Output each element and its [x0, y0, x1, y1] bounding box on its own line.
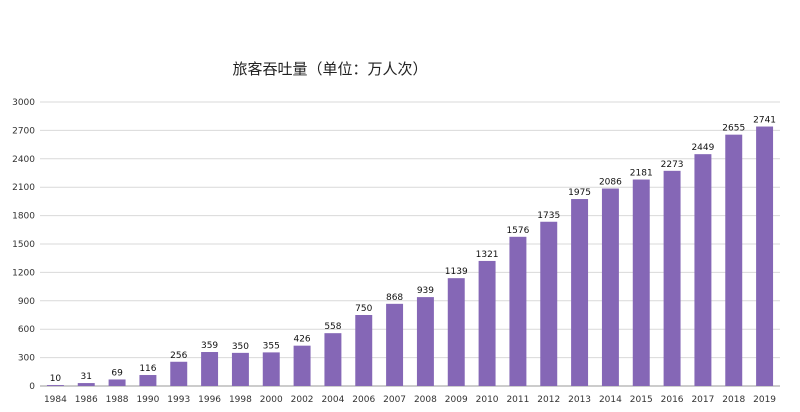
x-tick-label: 1984 [44, 395, 67, 405]
bar-1986 [77, 383, 95, 386]
y-tick-label: 1500 [12, 240, 35, 250]
data-label: 2273 [661, 160, 684, 170]
bar-2007 [386, 303, 404, 386]
data-label: 31 [81, 372, 92, 382]
bar-2012 [540, 221, 558, 386]
bar-2019 [756, 126, 774, 386]
bar-2011 [509, 236, 527, 386]
data-label: 2655 [722, 124, 745, 134]
data-label: 426 [293, 335, 310, 345]
bar-1998 [231, 352, 249, 386]
x-tick-label: 2013 [568, 395, 591, 405]
data-label: 256 [170, 351, 187, 361]
data-label: 116 [139, 364, 156, 374]
data-label: 2741 [753, 116, 776, 126]
y-tick-label: 600 [18, 325, 35, 335]
x-tick-label: 2011 [506, 395, 529, 405]
x-tick-label: 2007 [383, 395, 406, 405]
data-label: 558 [324, 322, 341, 332]
data-label: 2181 [630, 169, 653, 179]
x-tick-label: 2002 [291, 395, 314, 405]
x-tick-label: 1993 [167, 395, 190, 405]
x-tick-label: 2004 [321, 395, 344, 405]
y-axis: 0 300 600 900 1200 1500 1800 2100 2400 2700 3000 [12, 98, 35, 392]
bar-2010 [478, 260, 496, 386]
x-tick-label: 2010 [476, 395, 499, 405]
data-label: 350 [232, 342, 249, 352]
x-axis: 1984 1986 1988 1990 1993 1996 1998 2000 2002 2004… [44, 395, 776, 405]
bar-1990 [139, 375, 157, 386]
bar-2017 [694, 154, 712, 386]
data-label: 868 [386, 293, 403, 303]
x-tick-label: 1988 [106, 395, 129, 405]
chart-title: 旅客吞吐量（单位：万人次） [232, 60, 427, 78]
bar-2002 [293, 345, 311, 386]
bar-1996 [201, 352, 219, 386]
y-tick-label: 2100 [12, 183, 35, 193]
y-tick-label: 3000 [12, 98, 35, 108]
y-tick-label: 1800 [12, 212, 35, 222]
bar-2018 [725, 134, 743, 386]
data-label: 2086 [599, 178, 622, 188]
x-tick-label: 2014 [599, 395, 622, 405]
bar-1984 [46, 385, 64, 386]
y-tick-label: 2700 [12, 126, 35, 136]
x-tick-label: 2012 [537, 395, 560, 405]
x-tick-label: 2008 [414, 395, 437, 405]
data-label: 2449 [691, 143, 714, 153]
x-tick-label: 1986 [75, 395, 98, 405]
x-tick-label: 2017 [691, 395, 714, 405]
data-labels: 10 31 69 116 256 359 350 355 426 558 750 868 939 1139… [50, 116, 776, 385]
bar-2016 [663, 170, 681, 386]
bar-2000 [262, 352, 280, 386]
bar-2013 [571, 199, 589, 386]
gridlines [40, 101, 780, 387]
x-tick-label: 1990 [136, 395, 159, 405]
bar-1988 [108, 379, 126, 386]
bar-2004 [324, 333, 342, 386]
bar-2008 [416, 297, 434, 386]
data-label: 1735 [537, 211, 560, 221]
data-label: 1576 [506, 226, 529, 236]
data-label: 1321 [476, 250, 499, 260]
y-tick-label: 1200 [12, 268, 35, 278]
x-tick-label: 2016 [661, 395, 684, 405]
bar-2014 [601, 188, 619, 386]
y-tick-label: 2400 [12, 155, 35, 165]
bar-2015 [632, 179, 650, 386]
x-tick-label: 2009 [445, 395, 468, 405]
y-tick-label: 0 [29, 382, 35, 392]
data-label: 10 [50, 374, 62, 384]
x-tick-label: 2018 [722, 395, 745, 405]
bars [46, 126, 774, 386]
data-label: 750 [355, 304, 372, 314]
data-label: 69 [111, 368, 123, 378]
x-tick-label: 2019 [753, 395, 776, 405]
bar-2006 [355, 315, 373, 386]
x-tick-label: 1996 [198, 395, 221, 405]
bar-1993 [170, 361, 188, 386]
data-label: 1975 [568, 188, 591, 198]
x-tick-label: 2006 [352, 395, 375, 405]
x-tick-label: 2000 [260, 395, 283, 405]
data-label: 1139 [445, 267, 468, 277]
data-label: 939 [417, 286, 434, 296]
y-tick-label: 900 [18, 297, 35, 307]
data-label: 359 [201, 341, 218, 351]
data-label: 355 [263, 341, 280, 351]
x-tick-label: 2015 [630, 395, 653, 405]
x-tick-label: 1998 [229, 395, 252, 405]
bar-2009 [447, 278, 465, 386]
y-tick-label: 300 [18, 354, 35, 364]
